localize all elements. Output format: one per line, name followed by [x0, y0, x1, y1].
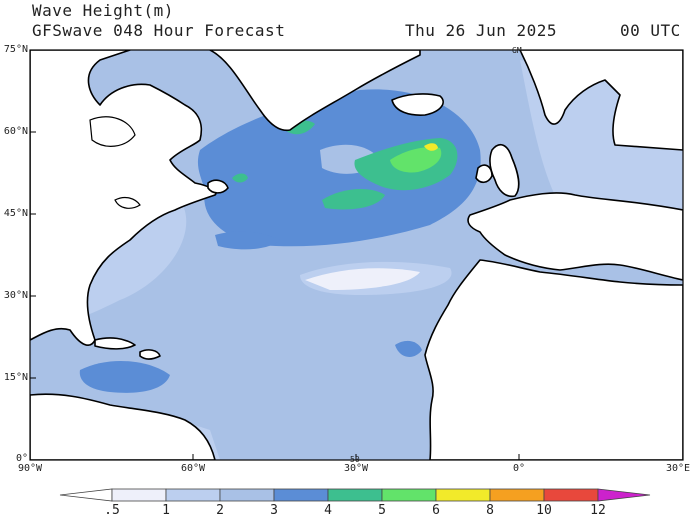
wave-band-3-4m-greenland [285, 120, 315, 135]
forecast-subtitle: GFSwave 048 Hour Forecast [32, 21, 286, 40]
great-lakes [114, 196, 141, 209]
colorbar-label-1: 1 [162, 503, 170, 518]
colorbar-bin-8 [543, 488, 599, 502]
land-iceland [391, 93, 444, 116]
wave-band-3-4m-mid [322, 188, 385, 210]
land-cuba [94, 337, 136, 350]
land-hispaniola [139, 349, 161, 360]
colorbar-bin-0 [111, 488, 167, 502]
hudson-bay [89, 116, 136, 147]
calm-zone-gulf [305, 268, 420, 290]
forecast-time: 00 UTC [620, 21, 681, 40]
lat-label-75n: 75°N [3, 44, 28, 55]
lon-label-30e: 30°E [665, 463, 691, 474]
lon-label-60w: 60°W [180, 463, 206, 474]
lat-label-30n: 30°N [3, 290, 28, 301]
land-south-america [30, 393, 216, 460]
lat-label-60n: 60°N [3, 126, 28, 137]
colorbar-high-arrow [597, 488, 651, 502]
wave-band-2-3m-africa [395, 340, 422, 357]
land-africa [424, 259, 683, 460]
greenwich-marker: GM [512, 46, 522, 55]
colorbar-label-5: 5 [378, 503, 386, 518]
wave-band-2-3m-caribbean [79, 360, 170, 393]
colorbar-bin-2 [219, 488, 275, 502]
lat-label-0: 0° [15, 453, 28, 464]
land-newfoundland [207, 179, 229, 194]
lat-label-45n: 45°N [3, 208, 28, 219]
land-greenland [209, 50, 421, 132]
forecast-date: Thu 26 Jun 2025 [405, 21, 557, 40]
land-scandinavia [519, 50, 683, 151]
colorbar-bin-3 [273, 488, 329, 502]
colorbar-label-6: 6 [432, 503, 440, 518]
lon-label-0: 0° [512, 463, 526, 474]
lon-label-90w: 90°W [17, 463, 43, 474]
colorbar-bin-5 [381, 488, 437, 502]
colorbar-label-7: 8 [486, 503, 494, 518]
wave-band-2-3m-south [215, 231, 280, 250]
colorbar-label-0: .5 [104, 503, 120, 518]
colorbar-label-9: 12 [590, 503, 606, 518]
land-europe [467, 192, 683, 281]
grid-marker: 50 [350, 455, 360, 464]
wave-band-4-5m [390, 147, 442, 173]
colorbar-bin-6 [435, 488, 491, 502]
colorbar-label-4: 4 [324, 503, 332, 518]
colorbar-label-8: 10 [536, 503, 552, 518]
map-canvas [30, 50, 683, 460]
colorbar-bin-1 [165, 488, 221, 502]
lat-label-15n: 15°N [3, 372, 28, 383]
wave-band-5-6m [424, 143, 438, 151]
wave-band-3-4m-labrador [232, 173, 248, 183]
colorbar-bin-4 [327, 488, 383, 502]
colorbar-low-arrow [59, 488, 113, 502]
colorbar-label-2: 2 [216, 503, 224, 518]
map-title: Wave Height(m) [32, 1, 174, 20]
colorbar-bin-7 [489, 488, 545, 502]
land-ireland [475, 164, 493, 184]
colorbar [59, 488, 651, 502]
colorbar-label-3: 3 [270, 503, 278, 518]
lon-label-30w: 30°W [343, 463, 369, 474]
